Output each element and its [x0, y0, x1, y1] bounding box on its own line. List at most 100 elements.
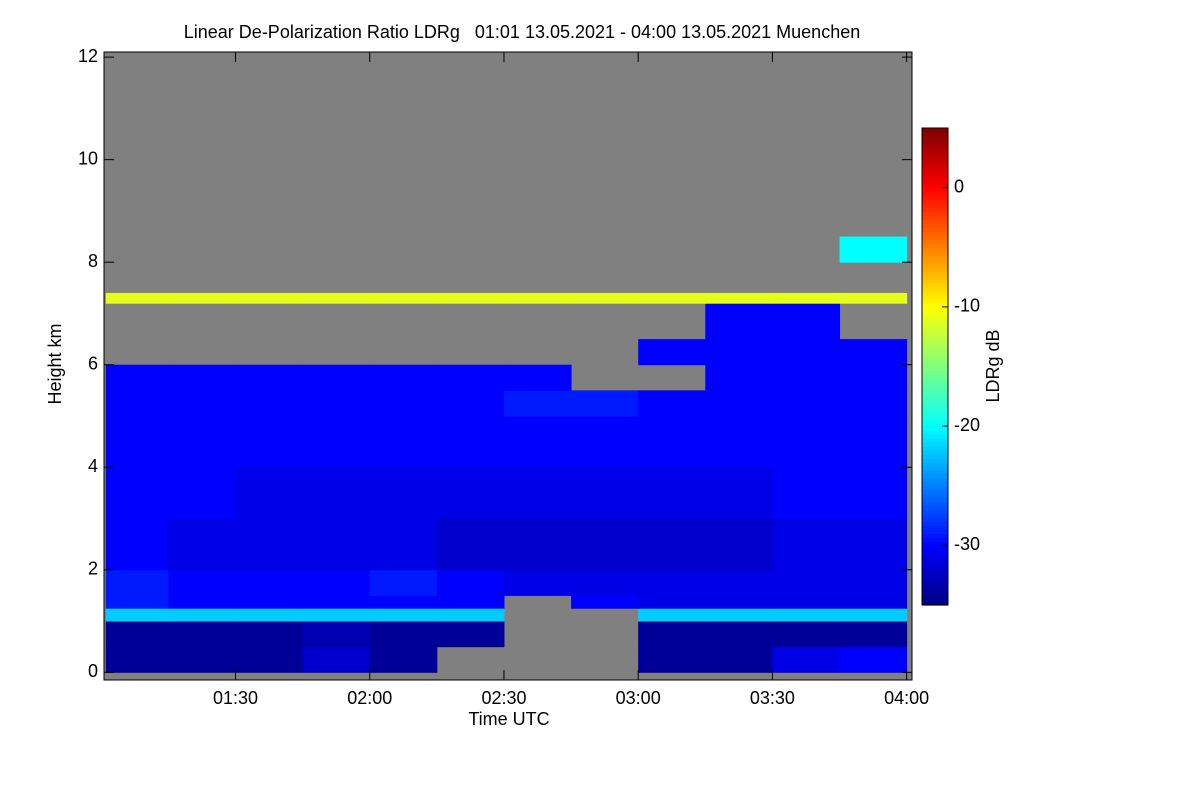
colorbar-segment	[922, 489, 948, 495]
heatmap-cell	[235, 518, 304, 571]
colorbar-segment	[922, 485, 948, 491]
x-tick-label: 02:00	[347, 688, 392, 708]
colorbar-segment	[922, 342, 948, 348]
heatmap-cell	[638, 518, 706, 571]
heatmap-cell	[168, 415, 237, 468]
heatmap-cell	[638, 390, 706, 417]
colorbar-segment	[922, 147, 948, 153]
heatmap-cell	[168, 467, 237, 520]
colorbar-segment	[922, 227, 948, 232]
colorbar-segment	[922, 394, 948, 399]
heatmap-cell	[503, 518, 572, 571]
colorbar-segment	[922, 585, 948, 590]
heatmap-cell	[705, 608, 773, 622]
heatmap-cell	[369, 364, 438, 391]
heatmap-cell	[839, 467, 908, 520]
colorbar-segment	[922, 497, 948, 503]
colorbar-segment	[922, 247, 948, 252]
x-axis-label: Time UTC	[468, 709, 549, 729]
colorbar-segment	[922, 517, 948, 523]
colorbar-segment	[922, 525, 948, 531]
heatmap-cell	[705, 646, 773, 673]
heatmap-cell	[571, 415, 639, 468]
heatmap-cell	[436, 390, 505, 417]
colorbar-segment	[922, 310, 948, 316]
colorbar-segment	[922, 457, 948, 463]
heatmap-cell	[705, 364, 773, 391]
heatmap-cell	[839, 339, 908, 366]
heatmap-cell	[638, 292, 706, 304]
colorbar-segment	[922, 414, 948, 419]
colorbar-segment	[922, 163, 948, 169]
colorbar-segment	[922, 155, 948, 161]
colorbar-segment	[922, 183, 948, 189]
colorbar-segment	[922, 382, 948, 387]
heatmap-cell	[571, 390, 639, 417]
heatmap-cell	[105, 608, 169, 622]
heatmap-cell	[638, 595, 706, 609]
colorbar-segment	[922, 541, 948, 546]
heatmap-cell	[638, 646, 706, 673]
colorbar-segment	[922, 545, 948, 550]
heatmap-cell	[839, 292, 908, 304]
heatmap-cell	[302, 390, 371, 417]
heatmap-cell	[168, 364, 237, 391]
heatmap-cell	[369, 467, 438, 520]
heatmap-cell	[168, 646, 237, 673]
heatmap-cell	[839, 518, 908, 571]
heatmap-cell	[302, 608, 371, 622]
heatmap-cell	[839, 595, 908, 609]
colorbar-segment	[922, 239, 948, 244]
colorbar-segment	[922, 593, 948, 598]
colorbar-segment	[922, 255, 948, 260]
colorbar-segment	[922, 287, 948, 292]
colorbar-segment	[922, 430, 948, 435]
heatmap-cell	[772, 518, 841, 571]
heatmap-cell	[839, 646, 908, 673]
colorbar-segment	[922, 151, 948, 157]
colorbar-segment	[922, 406, 948, 411]
heatmap-cell	[503, 415, 572, 468]
colorbar-segment	[922, 338, 948, 344]
colorbar-segment	[922, 501, 948, 507]
colorbar-segment	[922, 243, 948, 248]
heatmap-cell	[705, 518, 773, 571]
colorbar-segment	[922, 251, 948, 256]
colorbar-segment	[922, 211, 948, 217]
colorbar-segment	[922, 283, 948, 288]
heatmap-cell	[235, 364, 304, 391]
heatmap-cell	[436, 467, 505, 520]
heatmap-cell	[436, 415, 505, 468]
colorbar-segment	[922, 334, 948, 340]
heatmap-cell	[302, 364, 371, 391]
colorbar-segment	[922, 302, 948, 308]
colorbar-segment	[922, 561, 948, 566]
heatmap-cell	[705, 621, 773, 648]
colorbar-segment	[922, 438, 948, 443]
heatmap-cell	[839, 236, 908, 263]
heatmap-cell	[571, 569, 639, 596]
heatmap-cell	[235, 621, 304, 648]
colorbar-segment	[922, 418, 948, 423]
colorbar-segment	[922, 449, 948, 455]
y-axis-label: Height km	[45, 323, 65, 404]
heatmap-cell	[369, 569, 438, 596]
plot-frame	[103, 51, 913, 681]
colorbar-segment	[922, 330, 948, 336]
colorbar-segment	[922, 131, 948, 137]
colorbar-segment	[922, 159, 948, 165]
colorbar-segment	[922, 481, 948, 487]
heatmap-cell	[369, 518, 438, 571]
colorbar-segment	[922, 346, 948, 352]
heatmap-cell	[772, 303, 841, 340]
colorbar-segment	[922, 374, 948, 380]
heatmap-cell	[168, 390, 237, 417]
colorbar-segment	[922, 128, 948, 133]
x-tick-label: 01:30	[213, 688, 258, 708]
heatmap-cell	[235, 646, 304, 673]
colorbar-segment	[922, 465, 948, 471]
colorbar-segment	[922, 294, 948, 300]
colorbar-segment	[922, 215, 948, 221]
colorbar-segment	[922, 573, 948, 578]
